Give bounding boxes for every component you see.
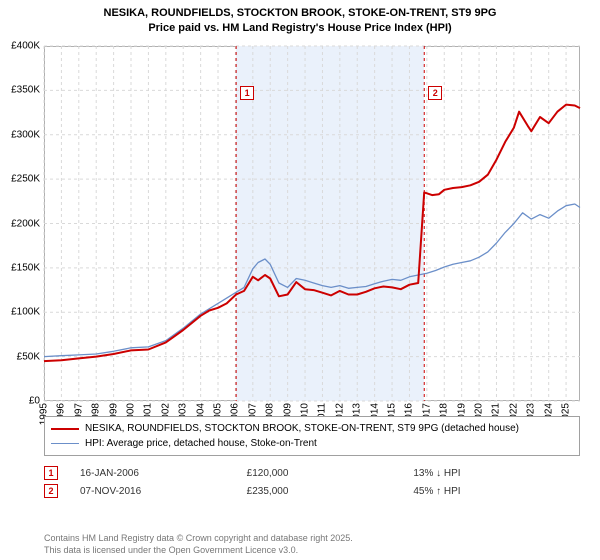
ytick-label: £250K: [11, 174, 40, 185]
sale-delta-1: 13% ↓ HPI: [413, 468, 580, 479]
sale-date-1: 16-JAN-2006: [80, 468, 247, 479]
legend-swatch-2: [51, 443, 79, 444]
ytick-label: £300K: [11, 129, 40, 140]
title-line-2: Price paid vs. HM Land Registry's House …: [8, 21, 592, 36]
legend-area: NESIKA, ROUNDFIELDS, STOCKTON BROOK, STO…: [44, 416, 580, 500]
ytick-label: £50K: [17, 351, 40, 362]
sales-row-1: 1 16-JAN-2006 £120,000 13% ↓ HPI: [44, 464, 580, 482]
sale-marker-icon-2: 2: [44, 484, 58, 498]
legend-label-1: NESIKA, ROUNDFIELDS, STOCKTON BROOK, STO…: [85, 421, 519, 436]
ytick-label: £100K: [11, 307, 40, 318]
footer-line-1: Contains HM Land Registry data © Crown c…: [44, 532, 353, 544]
chart-container: NESIKA, ROUNDFIELDS, STOCKTON BROOK, STO…: [0, 0, 600, 560]
sale-delta-2: 45% ↑ HPI: [413, 486, 580, 497]
footer-attribution: Contains HM Land Registry data © Crown c…: [44, 532, 353, 556]
ytick-label: £400K: [11, 41, 40, 52]
legend-swatch-1: [51, 428, 79, 430]
ytick-label: £150K: [11, 262, 40, 273]
legend-label-2: HPI: Average price, detached house, Stok…: [85, 436, 317, 451]
title-block: NESIKA, ROUNDFIELDS, STOCKTON BROOK, STO…: [0, 0, 600, 36]
ytick-label: £350K: [11, 85, 40, 96]
legend-row-2: HPI: Average price, detached house, Stok…: [51, 436, 573, 451]
data-lines: [44, 46, 580, 401]
sale-marker-box: 1: [240, 86, 254, 100]
sale-price-1: £120,000: [247, 468, 414, 479]
sale-price-2: £235,000: [247, 486, 414, 497]
sales-table: 1 16-JAN-2006 £120,000 13% ↓ HPI 2 07-NO…: [44, 464, 580, 500]
sale-date-2: 07-NOV-2016: [80, 486, 247, 497]
sale-marker-icon-1: 1: [44, 466, 58, 480]
legend-row-1: NESIKA, ROUNDFIELDS, STOCKTON BROOK, STO…: [51, 421, 573, 436]
sales-row-2: 2 07-NOV-2016 £235,000 45% ↑ HPI: [44, 482, 580, 500]
ytick-label: £200K: [11, 218, 40, 229]
sale-marker-box: 2: [428, 86, 442, 100]
legend-box: NESIKA, ROUNDFIELDS, STOCKTON BROOK, STO…: [44, 416, 580, 456]
chart-area: £0£50K£100K£150K£200K£250K£300K£350K£400…: [44, 46, 580, 401]
title-line-1: NESIKA, ROUNDFIELDS, STOCKTON BROOK, STO…: [8, 6, 592, 21]
footer-line-2: This data is licensed under the Open Gov…: [44, 544, 353, 556]
